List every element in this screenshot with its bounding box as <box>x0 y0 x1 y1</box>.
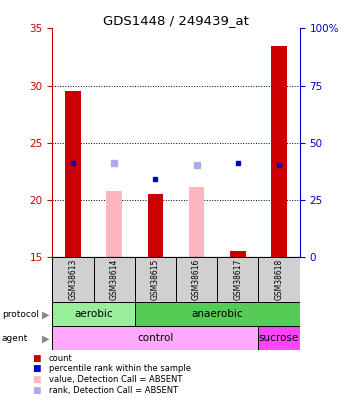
Title: GDS1448 / 249439_at: GDS1448 / 249439_at <box>103 14 249 27</box>
Text: ■: ■ <box>32 386 40 394</box>
Text: GSM38615: GSM38615 <box>151 259 160 300</box>
Text: aerobic: aerobic <box>74 309 113 319</box>
Bar <box>135 302 300 326</box>
Bar <box>189 188 204 257</box>
Text: GSM38614: GSM38614 <box>110 259 119 300</box>
Bar <box>217 257 258 302</box>
Text: count: count <box>49 354 73 363</box>
Text: GSM38618: GSM38618 <box>274 259 283 300</box>
Text: ▶: ▶ <box>42 309 49 319</box>
Bar <box>148 194 163 257</box>
Bar <box>258 326 300 350</box>
Bar <box>65 91 81 257</box>
Text: protocol: protocol <box>2 310 39 319</box>
Text: GSM38617: GSM38617 <box>233 259 242 300</box>
Text: sucrose: sucrose <box>259 333 299 343</box>
Bar <box>93 257 135 302</box>
Bar <box>106 191 122 257</box>
Text: GSM38613: GSM38613 <box>69 259 78 300</box>
Text: anaerobic: anaerobic <box>191 309 243 319</box>
Bar <box>176 257 217 302</box>
Text: rank, Detection Call = ABSENT: rank, Detection Call = ABSENT <box>49 386 178 394</box>
Text: ▶: ▶ <box>42 334 49 344</box>
Bar <box>52 257 93 302</box>
Text: ■: ■ <box>32 364 40 373</box>
Bar <box>230 252 245 257</box>
Bar <box>271 45 287 257</box>
Bar <box>258 257 300 302</box>
Text: GSM38616: GSM38616 <box>192 259 201 300</box>
Text: control: control <box>137 333 174 343</box>
Text: ■: ■ <box>32 375 40 384</box>
Text: value, Detection Call = ABSENT: value, Detection Call = ABSENT <box>49 375 182 384</box>
Text: agent: agent <box>2 335 28 343</box>
Text: ■: ■ <box>32 354 40 363</box>
Bar <box>52 326 258 350</box>
Text: percentile rank within the sample: percentile rank within the sample <box>49 364 191 373</box>
Bar <box>52 302 135 326</box>
Bar <box>135 257 176 302</box>
